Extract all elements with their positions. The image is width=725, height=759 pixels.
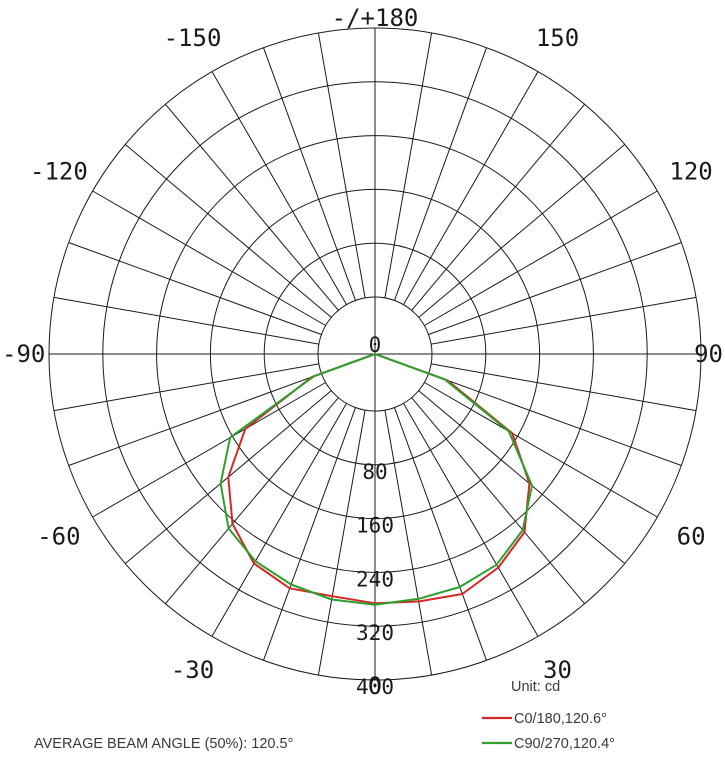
series-curve-c90-270	[219, 353, 533, 606]
grid-spoke	[263, 47, 356, 301]
angle-label: 90	[694, 340, 723, 368]
grid-spoke	[384, 410, 433, 676]
series-layer	[219, 353, 533, 606]
legend: Unit: cd C0/180,120.6° C90/270,120.4°	[482, 679, 615, 752]
grid-spoke	[53, 363, 319, 412]
angle-label: -150	[164, 24, 222, 52]
grid-spoke	[124, 144, 332, 318]
angle-label: -90	[2, 340, 45, 368]
angle-label: -30	[171, 656, 214, 684]
legend-label-c0-180: C0/180,120.6°	[514, 711, 607, 727]
angle-label: 60	[677, 523, 706, 551]
angle-labels: -/+180 -150 150 -120 120 -90 90 -60 60 -30 30 0	[2, 4, 723, 700]
legend-label-c90-270: C90/270,120.4°	[514, 736, 615, 752]
grid-spoke	[394, 47, 487, 301]
grid-spoke	[211, 71, 347, 305]
grid-spoke	[317, 410, 366, 676]
grid-spoke	[403, 71, 539, 305]
grid-spoke	[68, 373, 322, 466]
grid-spoke	[68, 242, 322, 335]
grid-spoke	[92, 382, 326, 518]
grid-spoke	[92, 190, 326, 326]
radial-label: 0	[369, 333, 382, 357]
grid-spoke	[53, 296, 319, 345]
grid-spoke	[418, 390, 626, 564]
grid-spoke	[431, 363, 697, 412]
grid-spoke	[263, 407, 356, 661]
radial-label: 240	[356, 567, 394, 591]
grid-spoke	[384, 32, 433, 298]
grid-spoke	[317, 32, 366, 298]
angle-label: 150	[536, 24, 579, 52]
grid-spoke	[424, 382, 658, 518]
grid-spoke	[431, 296, 697, 345]
polar-grid	[48, 27, 702, 681]
grid-spoke	[211, 403, 347, 637]
angle-label: 0	[368, 672, 382, 700]
unit-label: Unit: cd	[511, 679, 560, 695]
grid-spoke	[428, 373, 682, 466]
average-beam-angle-note: AVERAGE BEAM ANGLE (50%): 120.5°	[34, 736, 293, 752]
grid-spoke	[165, 103, 339, 311]
grid-spoke	[418, 144, 626, 318]
radial-label: 320	[356, 621, 394, 645]
grid-spoke	[394, 407, 487, 661]
angle-label: -60	[37, 523, 80, 551]
grid-spoke	[165, 397, 339, 605]
radial-label: 160	[356, 514, 394, 538]
radial-labels: 0 80 160 240 320 400	[356, 333, 394, 699]
angle-label: -/+180	[332, 4, 419, 32]
angle-label: 30	[543, 656, 572, 684]
grid-spoke	[411, 397, 585, 605]
radial-label: 400	[356, 675, 394, 699]
grid-spoke	[424, 190, 658, 326]
angle-label: -120	[30, 158, 88, 186]
grid-spoke	[403, 403, 539, 637]
radial-label: 80	[362, 460, 387, 484]
grid-spoke	[411, 103, 585, 311]
grid-spoke	[428, 242, 682, 335]
angle-label: 120	[669, 158, 712, 186]
